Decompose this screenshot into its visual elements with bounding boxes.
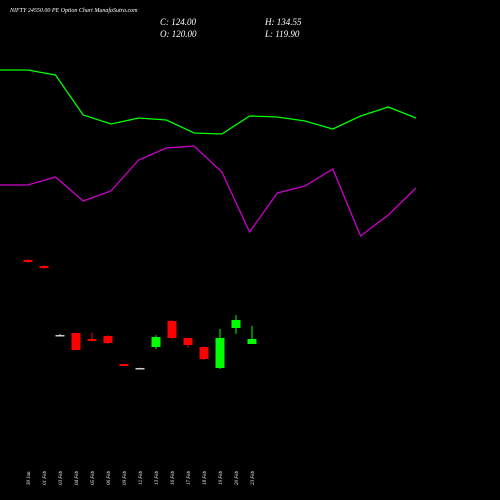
x-tick-label: 20 Feb [235,470,240,485]
x-tick-label: 16 Feb [171,470,176,485]
candle-body [151,337,161,347]
candle-body [87,339,97,341]
x-tick-label: 23 Feb [251,470,256,485]
x-tick-label: 13 Feb [155,470,160,485]
candle-body [55,335,65,337]
candle-body [199,347,209,359]
candle-body [231,320,241,328]
candle-body [71,333,81,350]
chart-title: NIFTY 24550.00 PE Option Chart MunafaSut… [9,7,138,14]
high-label: H: 134.55 [264,17,302,27]
x-tick-label: 12 Feb [139,470,144,485]
x-tick-label: 30 Jan [27,471,32,485]
candle-body [103,336,113,343]
low-label: L: 119.90 [264,29,300,39]
x-tick-label: 01 Feb [43,470,48,485]
x-tick-label: 19 Feb [219,470,224,485]
candle-body [215,338,225,368]
close-label: C: 124.00 [160,17,197,27]
candle-body [39,266,49,268]
candle-body [247,339,257,344]
candle-body [183,338,193,345]
candle-body [167,321,177,338]
x-tick-label: 06 Feb [107,470,112,485]
candle-body [23,260,33,262]
x-tick-label: 03 Feb [59,470,64,485]
x-tick-label: 17 Feb [187,470,192,485]
x-tick-label: 18 Feb [203,470,208,485]
x-tick-label: 05 Feb [91,470,96,485]
x-tick-label: 04 Feb [75,470,80,485]
open-label: O: 120.00 [160,29,197,39]
indicator-line [0,145,417,238]
candle-body [135,368,145,370]
candle-body [119,364,129,366]
x-tick-label: 09 Feb [123,470,128,485]
indicator-line [0,69,417,135]
